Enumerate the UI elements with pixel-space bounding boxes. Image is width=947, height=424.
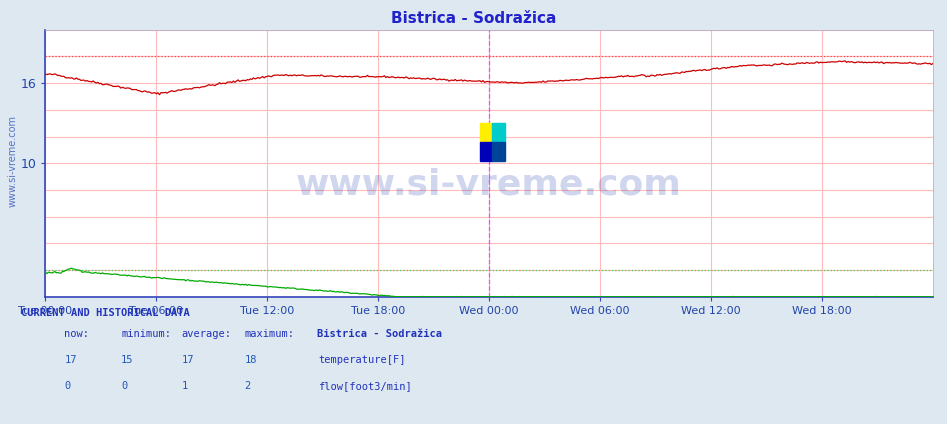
Text: flow[foot3/min]: flow[foot3/min]	[318, 381, 412, 391]
Bar	[480, 123, 492, 142]
Text: average:: average:	[182, 329, 232, 339]
Text: minimum:: minimum:	[121, 329, 171, 339]
Text: 17: 17	[182, 354, 194, 365]
Bar	[492, 123, 505, 142]
Text: 15: 15	[121, 354, 134, 365]
Bar	[480, 142, 492, 161]
Text: 17: 17	[64, 354, 77, 365]
Text: 2: 2	[244, 381, 251, 391]
Text: Bistrica - Sodražica: Bistrica - Sodražica	[317, 329, 442, 339]
Text: 18: 18	[244, 354, 257, 365]
Text: CURRENT AND HISTORICAL DATA: CURRENT AND HISTORICAL DATA	[21, 308, 189, 318]
Bar	[492, 142, 505, 161]
Text: now:: now:	[64, 329, 89, 339]
Text: www.si-vreme.com: www.si-vreme.com	[8, 115, 18, 207]
Text: 0: 0	[121, 381, 128, 391]
Text: Bistrica - Sodražica: Bistrica - Sodražica	[391, 11, 556, 25]
Text: temperature[F]: temperature[F]	[318, 354, 405, 365]
Text: 0: 0	[64, 381, 71, 391]
Text: maximum:: maximum:	[244, 329, 295, 339]
Text: www.si-vreme.com: www.si-vreme.com	[296, 167, 682, 201]
Text: 1: 1	[182, 381, 188, 391]
